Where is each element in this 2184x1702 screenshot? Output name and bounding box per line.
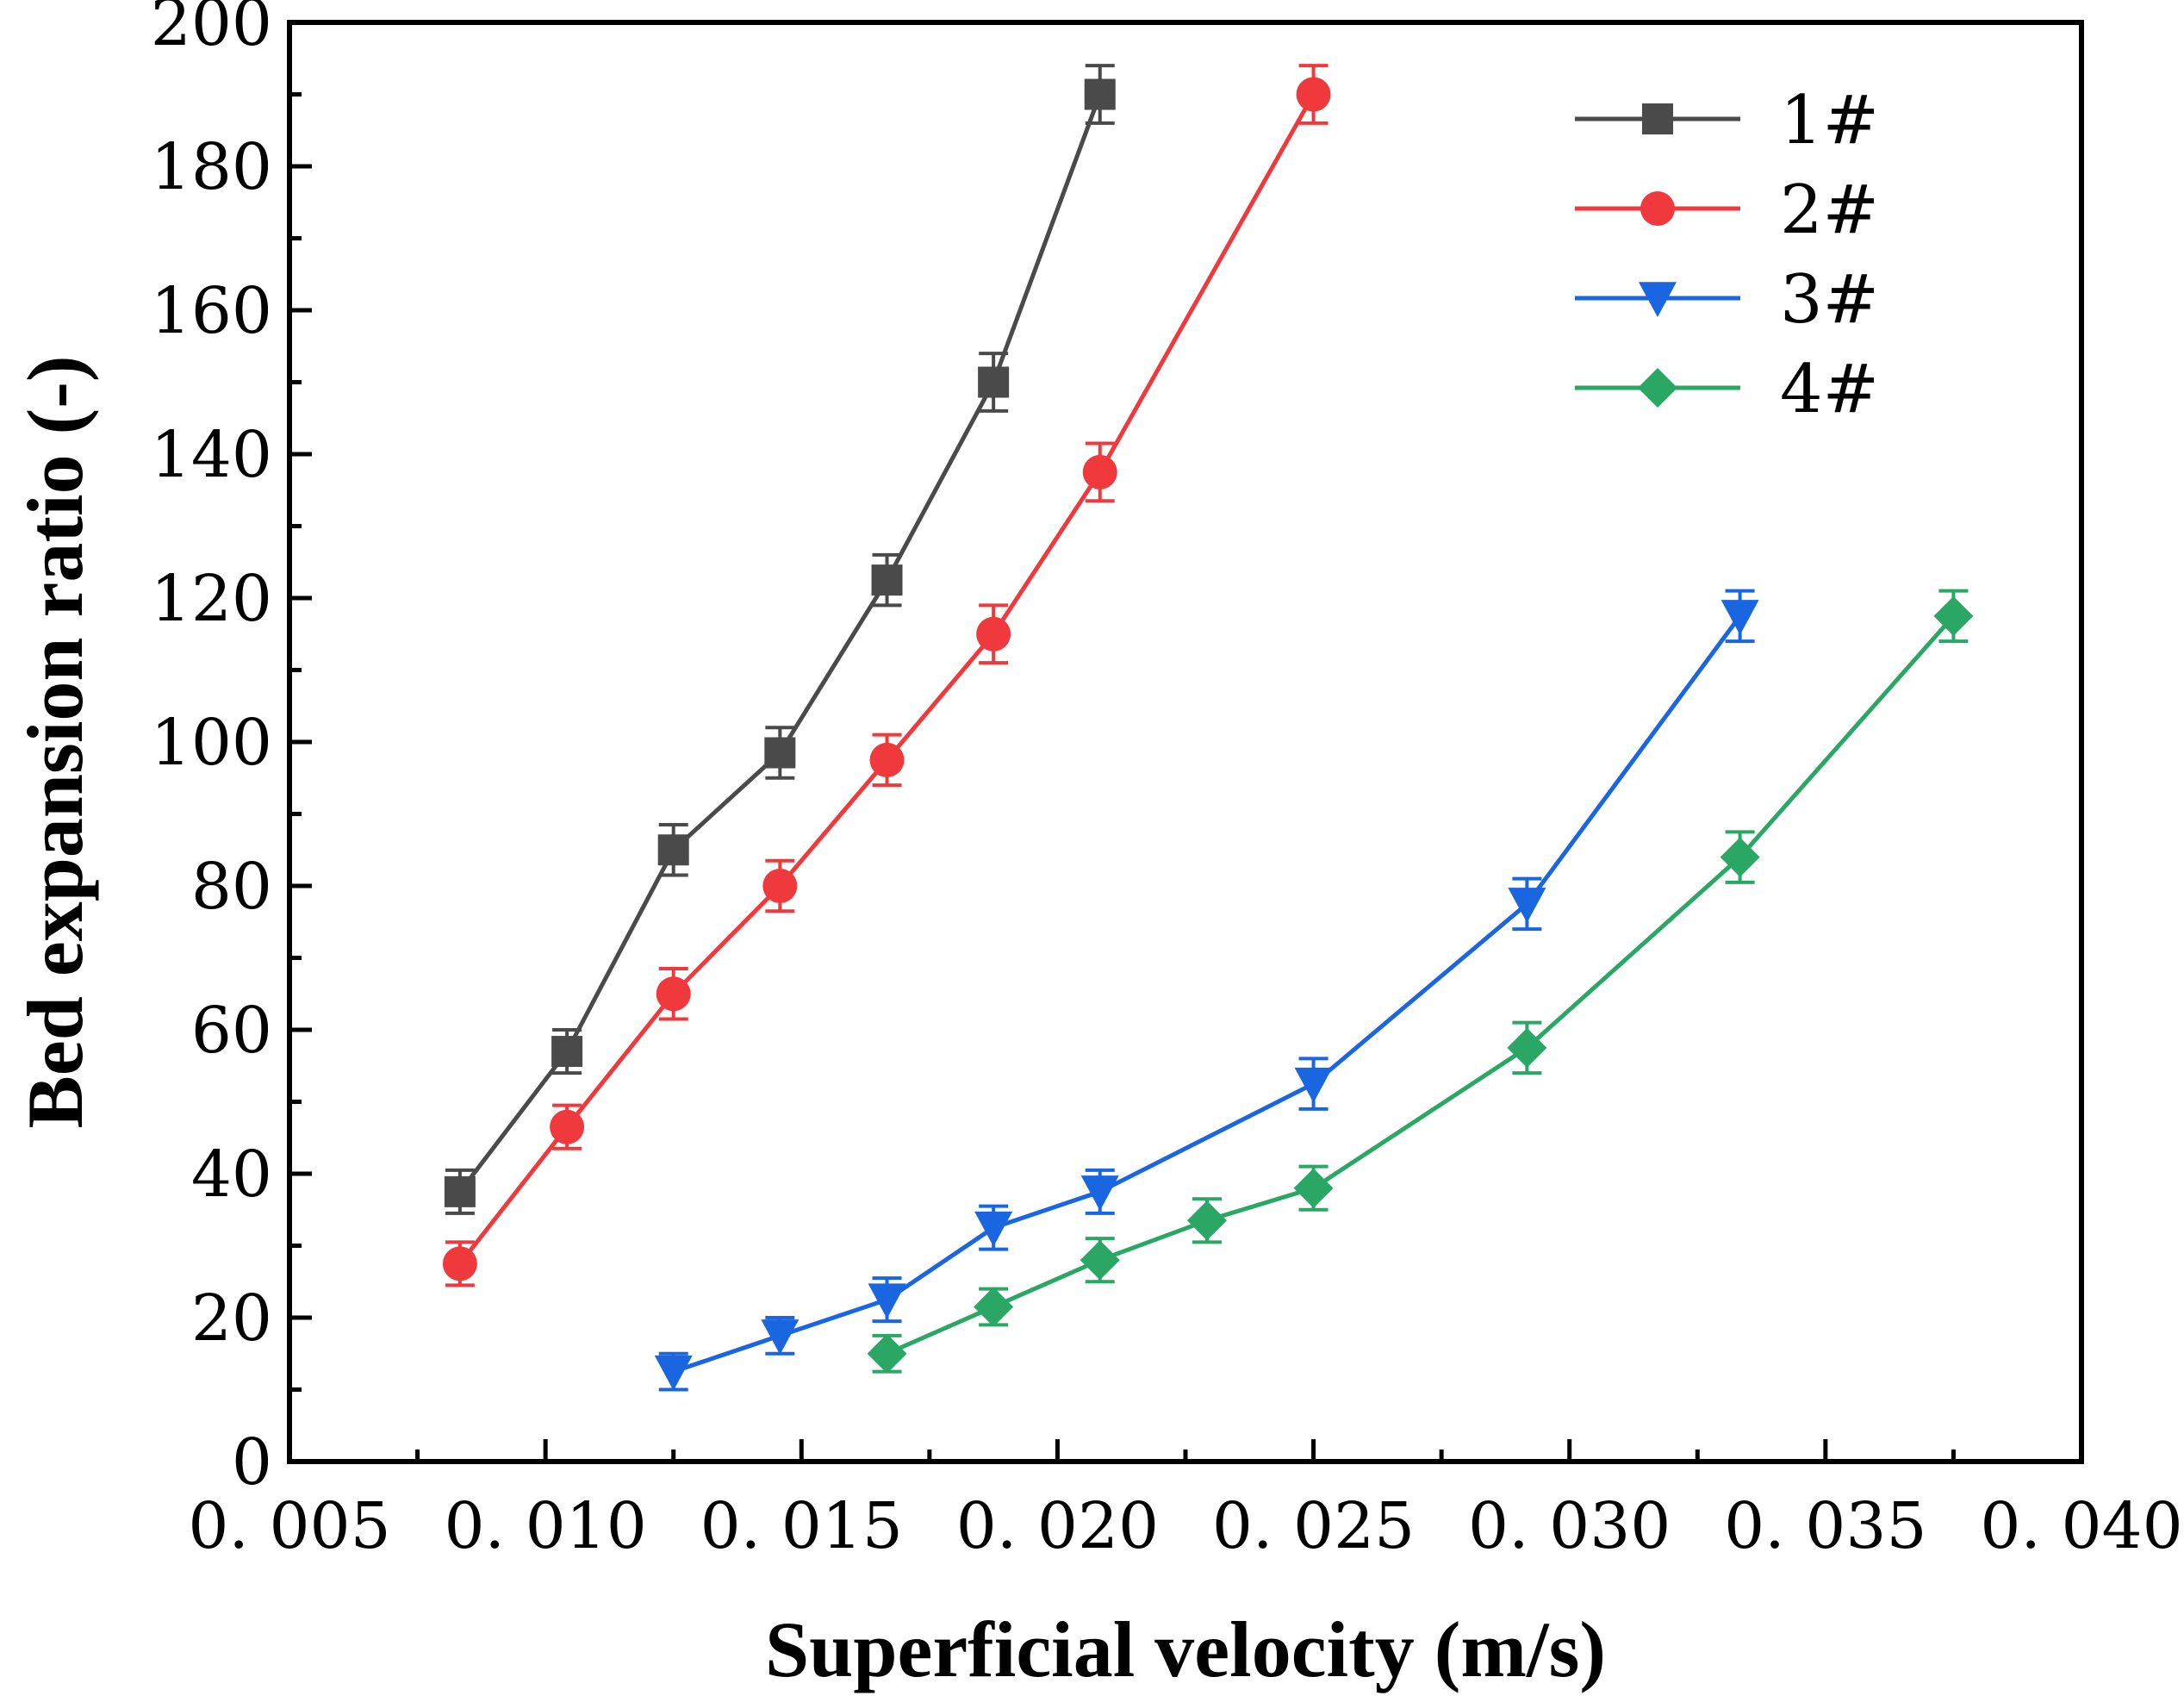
data-point (444, 1175, 476, 1207)
y-tick-label: 0 (232, 1425, 272, 1499)
x-tick-label: 0. 040 (1980, 1489, 2182, 1563)
data-point (657, 834, 689, 866)
x-axis-title: Superficial velocity (m/s) (765, 1605, 1606, 1693)
data-point (869, 742, 905, 777)
series-2 (442, 64, 1331, 1287)
data-point (1933, 595, 1974, 636)
legend: 1# 2# 3# 4# (1575, 82, 1879, 428)
legend-label: 4# (1780, 351, 1879, 428)
data-point (871, 564, 903, 596)
y-tick-label: 120 (151, 562, 272, 636)
data-point (1293, 1168, 1334, 1208)
legend-marker (1639, 282, 1677, 317)
y-tick-label: 20 (191, 1281, 272, 1356)
series-1 (444, 64, 1116, 1215)
axes: 0. 005 0. 010 0. 015 0. 020 0. 025 0. 030 0. 0… (151, 0, 2183, 1563)
data-point (442, 1246, 477, 1281)
y-tick-label: 160 (151, 274, 272, 348)
x-tick-label: 0. 005 (188, 1489, 390, 1563)
legend-marker (1638, 368, 1677, 408)
legend-item-2: 2# (1575, 171, 1879, 249)
y-tick-label: 140 (151, 418, 272, 492)
data-point (654, 1355, 693, 1391)
x-tick-label: 0. 010 (444, 1489, 646, 1563)
data-point (1508, 888, 1546, 923)
series-line (457, 93, 1316, 1265)
data-point (978, 366, 1010, 398)
data-point (764, 737, 796, 769)
legend-label: 3# (1780, 261, 1879, 339)
data-point (550, 1109, 585, 1144)
legend-marker (1640, 191, 1675, 226)
data-point (1080, 1175, 1119, 1211)
data-point (868, 1283, 906, 1319)
y-axis-title: Bed expansion ratio (-) (11, 356, 99, 1129)
legend-item-3: 3# (1575, 261, 1879, 339)
legend-label: 2# (1780, 171, 1879, 249)
data-point (1186, 1200, 1227, 1241)
data-point (656, 976, 691, 1012)
data-point (1084, 78, 1116, 110)
x-tick-label: 0. 035 (1724, 1489, 1926, 1563)
y-tick-label: 200 (151, 0, 272, 60)
x-tick-label: 0. 025 (1212, 1489, 1415, 1563)
data-point (762, 869, 798, 903)
data-point (867, 1333, 907, 1374)
y-tick-label: 80 (191, 850, 272, 924)
legend-item-1: 1# (1575, 82, 1879, 159)
data-point (1294, 1067, 1333, 1103)
series-line (886, 614, 1956, 1356)
data-point (974, 1211, 1013, 1247)
series-4 (867, 589, 1974, 1374)
x-tick-label: 0. 015 (700, 1489, 903, 1563)
data-point (1507, 1027, 1547, 1068)
y-tick-label: 180 (151, 130, 272, 204)
legend-marker (1642, 103, 1673, 134)
legend-label: 1# (1780, 82, 1879, 159)
x-tick-label: 0. 030 (1468, 1489, 1671, 1563)
y-tick-label: 40 (191, 1138, 272, 1212)
data-point (1082, 454, 1117, 489)
x-tick-label: 0. 020 (956, 1489, 1159, 1563)
series-layer (442, 64, 1974, 1392)
data-point (1296, 77, 1331, 112)
data-point (761, 1319, 800, 1355)
data-point (551, 1036, 583, 1068)
data-point (1720, 837, 1760, 877)
data-point (1720, 600, 1759, 635)
y-tick-label: 100 (151, 706, 272, 780)
legend-item-4: 4# (1575, 351, 1879, 428)
y-tick-label: 60 (191, 994, 272, 1068)
series-3 (654, 589, 1759, 1392)
data-point (974, 1287, 1014, 1327)
data-point (1080, 1240, 1120, 1281)
data-point (976, 616, 1011, 651)
series-line (672, 614, 1742, 1374)
